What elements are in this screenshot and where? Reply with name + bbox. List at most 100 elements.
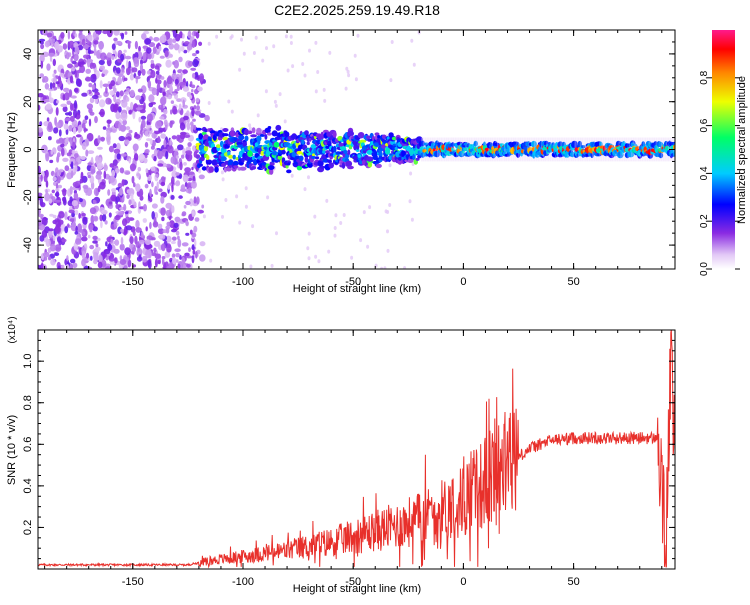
heatmap-noise-cell [91,62,97,69]
heatmap-noise-cell [53,127,59,134]
heatmap-noise-cell [117,106,122,113]
heatmap-noise-cell [105,86,108,94]
heatmap-noise-cell [64,112,70,116]
heatmap-noise-cell [224,198,228,202]
heatmap-signal-cell [397,156,402,161]
heatmap-signal-cell [377,135,381,139]
heatmap-noise-cell [185,232,190,236]
heatmap-noise-cell [67,63,73,69]
heatmap-noise-cell [124,91,129,96]
heatmap-noise-cell [368,205,372,210]
heatmap-noise-cell [142,45,149,50]
heatmap-noise-cell [92,73,97,80]
heatmap-signal-cell [332,145,337,153]
heatmap-noise-cell [182,69,188,74]
heatmap-noise-cell [100,52,107,61]
heatmap-signal-cell [296,165,303,171]
heatmap-noise-cell [346,69,350,74]
heatmap-noise-cell [57,152,61,158]
heatmap-noise-cell [80,171,84,180]
heatmap-noise-cell [118,187,124,196]
heatmap-noise-cell [108,175,116,183]
heatmap-noise-cell [73,165,78,172]
heatmap-signal-cell [277,155,283,160]
heatmap-noise-cell [116,67,121,74]
heatmap-signal-cell [314,156,320,160]
heatmap-noise-cell [191,89,194,93]
heatmap-noise-cell [333,226,337,230]
heatmap-noise-cell [193,124,197,131]
heatmap-noise-cell [101,259,107,268]
heatmap-noise-cell [175,155,179,159]
heatmap-noise-cell [60,264,65,269]
colorbar-tick-label: 0.4 [699,166,710,180]
y-tick-label: 0.6 [22,437,34,452]
heatmap-noise-cell [102,83,110,88]
heatmap-noise-cell [252,51,256,55]
heatmap-noise-cell [92,235,98,240]
heatmap-noise-cell [52,35,57,40]
heatmap-noise-cell [160,243,166,252]
heatmap-halo-cell [488,137,490,162]
heatmap-noise-cell [153,155,157,162]
heatmap-noise-cell [154,258,158,268]
heatmap-noise-cell [84,76,92,82]
heatmap-halo-cell [667,137,670,162]
heatmap-noise-cell [138,239,145,245]
heatmap-noise-cell [135,95,142,101]
heatmap-signal-cell [250,134,257,138]
y-tick-label: 0.2 [22,520,34,535]
heatmap-noise-cell [171,184,174,193]
heatmap-noise-cell [64,117,71,121]
heatmap-noise-cell [169,85,174,94]
heatmap-halo-cell [530,137,532,162]
heatmap-noise-cell [111,188,117,193]
heatmap-noise-cell [110,238,113,244]
heatmap-noise-cell [54,225,61,234]
heatmap-noise-cell [275,231,278,236]
heatmap-halo-cell [556,137,559,162]
heatmap-signal-cell [571,140,578,147]
heatmap-noise-cell [131,67,138,73]
heatmap-noise-cell [181,211,187,217]
heatmap-noise-cell [322,87,326,92]
heatmap-noise-cell [135,219,140,229]
heatmap-noise-cell [125,126,131,131]
heatmap-noise-cell [179,81,186,86]
heatmap-noise-cell [90,255,93,261]
heatmap-noise-cell [56,100,60,104]
heatmap-noise-cell [175,259,179,263]
heatmap-noise-cell [87,234,91,239]
heatmap-noise-cell [183,204,187,209]
heatmap-noise-cell [128,158,131,164]
heatmap-noise-cell [88,36,93,42]
heatmap-halo-cell [572,137,575,162]
heatmap-noise-cell [181,257,186,266]
heatmap-noise-cell [96,162,104,170]
heatmap-signal-cell [347,130,354,137]
x-tick-label: 0 [460,276,466,288]
heatmap-noise-cell [62,94,66,101]
heatmap-noise-cell [103,170,107,180]
heatmap-signal-cell [366,149,374,155]
heatmap-noise-cell [89,244,95,250]
heatmap-signal-cell [244,128,249,136]
heatmap-noise-cell [182,86,190,92]
heatmap-noise-cell [227,99,231,104]
heatmap-noise-cell [173,43,180,51]
heatmap-noise-cell [179,122,186,131]
heatmap-noise-cell [74,209,79,216]
heatmap-noise-cell [187,187,192,194]
heatmap-noise-cell [120,53,125,61]
heatmap-noise-cell [187,60,194,67]
heatmap-noise-cell [55,122,61,129]
heatmap-noise-cell [52,235,56,242]
heatmap-noise-cell [159,116,165,120]
heatmap-noise-cell [60,103,68,108]
heatmap-noise-cell [160,207,166,216]
heatmap-noise-cell [98,99,106,108]
heatmap-noise-cell [62,43,68,50]
heatmap-noise-cell [151,211,155,220]
heatmap-signal-cell [211,159,218,166]
